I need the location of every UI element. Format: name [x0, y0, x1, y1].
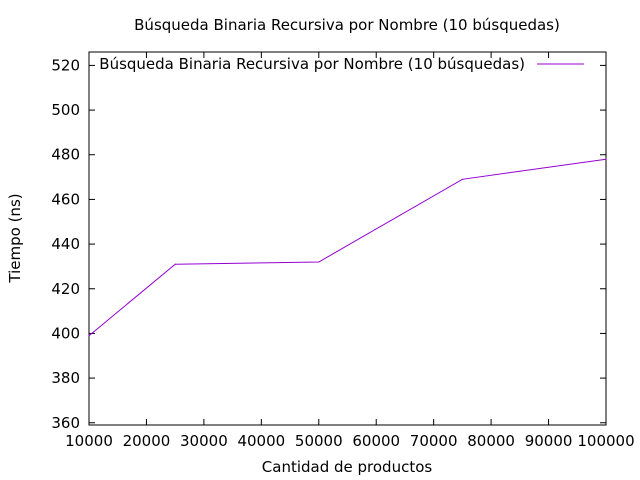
- y-tick-label: 380: [51, 369, 80, 387]
- x-tick-label: 80000: [467, 432, 515, 450]
- x-tick-label: 50000: [295, 432, 343, 450]
- x-tick-label: 40000: [237, 432, 285, 450]
- x-tick-label: 60000: [352, 432, 400, 450]
- y-tick-label: 440: [51, 235, 80, 253]
- y-tick-label: 460: [51, 190, 80, 208]
- y-tick-label: 420: [51, 280, 80, 298]
- x-tick-label: 20000: [123, 432, 171, 450]
- y-tick-label: 480: [51, 146, 80, 164]
- y-axis-ticks: 360 380 400 420 440 460 480 500 520: [51, 56, 606, 432]
- x-tick-label: 90000: [525, 432, 573, 450]
- y-tick-label: 400: [51, 324, 80, 342]
- x-tick-label: 30000: [180, 432, 228, 450]
- series-layer: [88, 158, 607, 337]
- data-point: [88, 335, 90, 337]
- data-point: [174, 263, 176, 265]
- y-tick-label: 500: [51, 101, 80, 119]
- x-tick-label: 10000: [65, 432, 113, 450]
- x-axis-label: Cantidad de productos: [262, 458, 433, 476]
- series-line-1: [88, 158, 607, 337]
- chart-title: Búsqueda Binaria Recursiva por Nombre (1…: [134, 16, 560, 34]
- data-point: [461, 178, 463, 180]
- data-point: [605, 158, 607, 160]
- plot-frame: [88, 51, 607, 426]
- y-tick-label: 360: [51, 414, 80, 432]
- x-axis-ticks: 10000 20000 30000 40000 50000 60000 70000 80000…: [65, 52, 635, 450]
- y-axis-label: Tiempo (ns): [6, 193, 24, 283]
- y-tick-label: 520: [51, 56, 80, 74]
- legend: Búsqueda Binaria Recursiva por Nombre (1…: [99, 55, 584, 73]
- data-point: [318, 261, 320, 263]
- legend-label-series-1: Búsqueda Binaria Recursiva por Nombre (1…: [99, 55, 525, 73]
- x-tick-label: 70000: [410, 432, 458, 450]
- x-tick-label: 100000: [577, 432, 634, 450]
